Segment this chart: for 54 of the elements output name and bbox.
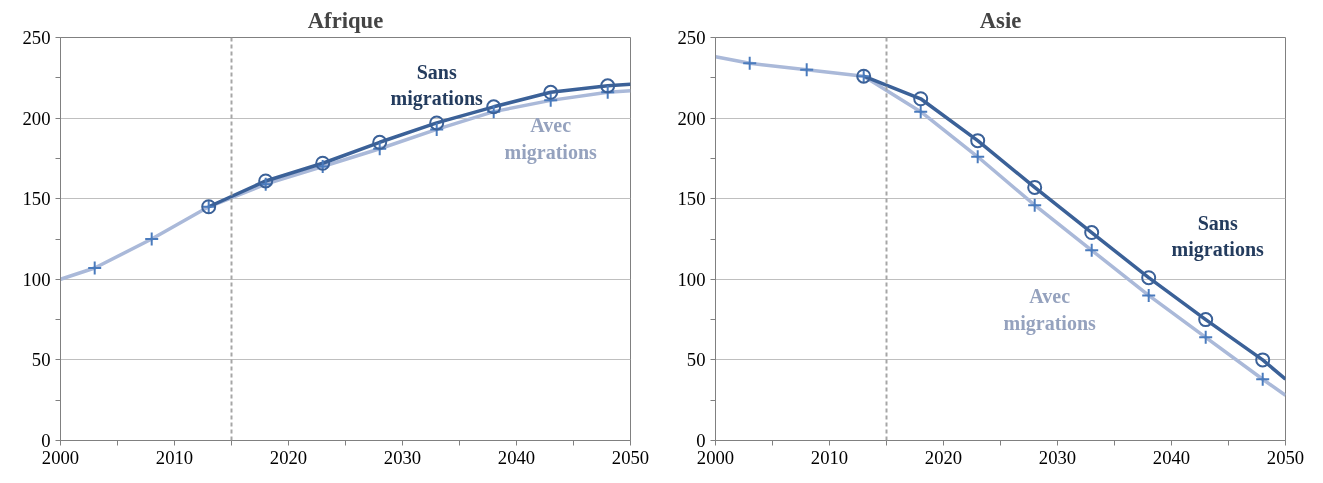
point	[913, 91, 929, 107]
point	[1198, 329, 1214, 345]
point	[87, 260, 103, 276]
point	[600, 84, 616, 100]
x-tick-label: 2050	[1266, 446, 1305, 468]
point	[372, 141, 388, 157]
x-tick-label: 2020	[924, 446, 963, 468]
x-tick-label: 2040	[497, 446, 536, 468]
y-tick-label: 100	[22, 268, 51, 290]
point	[1084, 242, 1100, 258]
point	[1141, 270, 1157, 286]
x-tick-label: 2020	[269, 446, 308, 468]
series-label: Sans migrations	[390, 60, 484, 110]
y-tick-label: 150	[22, 188, 51, 210]
point	[742, 55, 758, 71]
point	[372, 134, 388, 150]
point	[1198, 312, 1214, 328]
x-tick-label: 2030	[1038, 446, 1077, 468]
y-tick-label: 200	[22, 107, 51, 129]
y-tick-label: 100	[677, 268, 706, 290]
x-tick-label: 2050	[611, 446, 650, 468]
y-tick-label: 250	[22, 27, 51, 48]
point	[429, 121, 445, 137]
point	[1027, 197, 1043, 213]
point	[543, 84, 559, 100]
point	[1141, 287, 1157, 303]
point	[486, 99, 502, 115]
point	[543, 92, 559, 108]
point	[970, 149, 986, 165]
y-tick-label: 50	[686, 349, 706, 371]
point	[913, 104, 929, 120]
point	[1084, 225, 1100, 241]
y-tick-label: 50	[31, 349, 51, 371]
x-tick-label: 2030	[383, 446, 422, 468]
y-tick-label: 150	[677, 188, 706, 210]
point	[970, 133, 986, 149]
series-label: Avec migrations	[504, 114, 598, 164]
x-tick-label: 2010	[155, 446, 194, 468]
point	[1255, 352, 1271, 368]
y-tick-label: 250	[677, 27, 706, 48]
point	[144, 231, 160, 247]
series-label: Avec migrations	[1003, 285, 1097, 335]
x-tick-label: 2040	[1152, 446, 1191, 468]
point	[1255, 371, 1271, 387]
series-label: Sans migrations	[1171, 211, 1265, 261]
point	[600, 78, 616, 94]
chart-title: Asie	[979, 7, 1022, 33]
point	[429, 115, 445, 131]
point	[1027, 179, 1043, 195]
point	[799, 62, 815, 78]
x-tick-label: 2010	[810, 446, 849, 468]
point	[486, 104, 502, 120]
y-tick-label: 200	[677, 107, 706, 129]
chart-title: Afrique	[307, 7, 384, 33]
